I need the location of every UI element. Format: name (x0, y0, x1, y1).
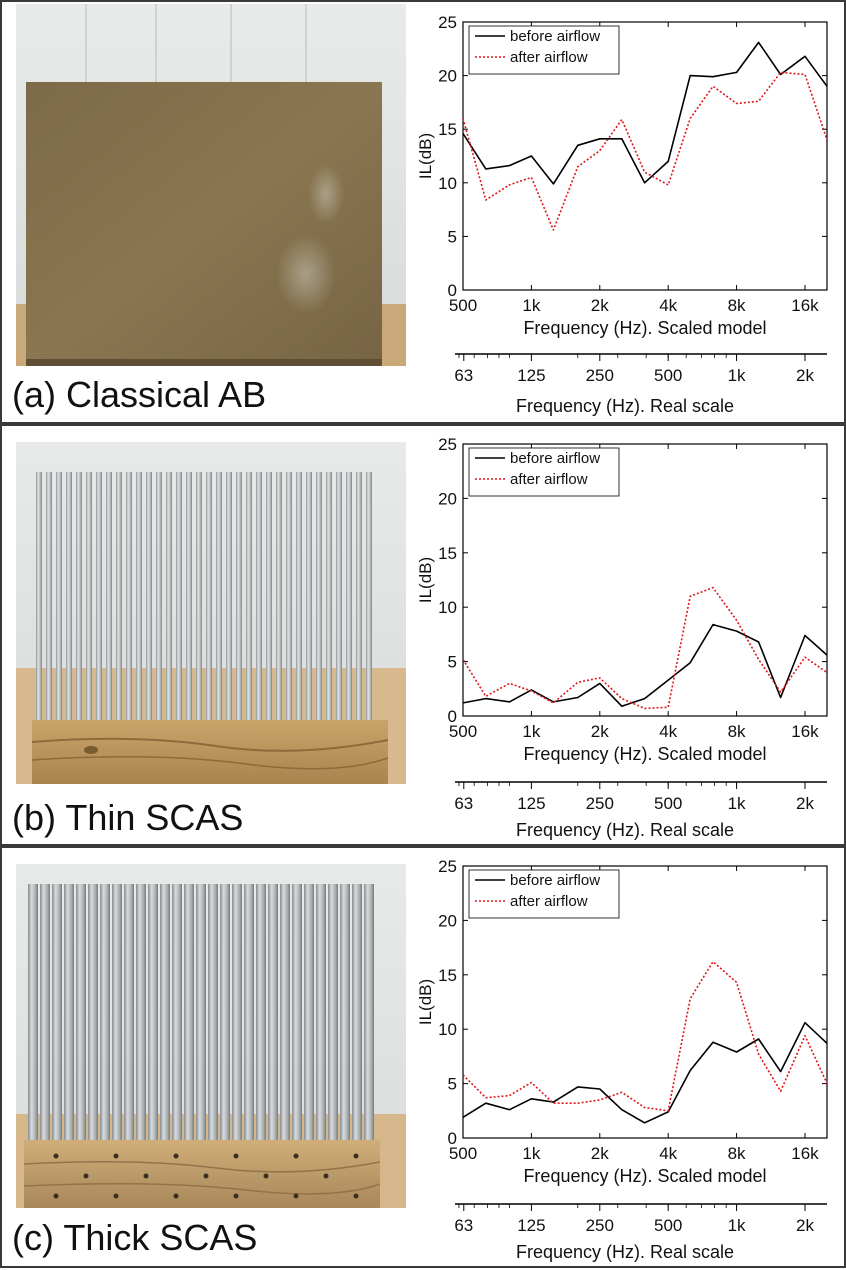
y-tick-label: 15 (438, 544, 457, 563)
legend-box (468, 869, 620, 919)
y-tick-label: 20 (438, 67, 457, 86)
y-axis-label: IL(dB) (416, 133, 435, 179)
secondary-tick-label: 63 (454, 794, 473, 813)
series-line-1 (462, 586, 828, 710)
legend-label-0: before airflow (510, 872, 600, 889)
secondary-tick-label: 250 (586, 794, 614, 813)
panel-c-caption: (c) Thick SCAS (12, 1217, 258, 1258)
series-line-0 (462, 623, 828, 708)
panel-c: (c) Thick SCAS 0 5 10 15 20 25 500 1k 2k 4k 8k 16k F… (0, 846, 846, 1268)
x-axis-label: Frequency (Hz). Scaled model (523, 1166, 766, 1186)
x-tick-label: 500 (449, 296, 477, 315)
series-line-0 (462, 41, 828, 185)
y-tick-label: 0 (448, 281, 457, 300)
y-tick-label: 15 (438, 120, 457, 139)
x-tick-label: 1k (522, 296, 540, 315)
secondary-tick-label: 2k (796, 794, 814, 813)
x-tick-label: 8k (728, 722, 746, 741)
x-axis-label: Frequency (Hz). Scaled model (523, 744, 766, 764)
secondary-tick-label: 125 (517, 794, 545, 813)
plot-frame (462, 443, 828, 717)
x-tick-label: 2k (591, 1144, 609, 1163)
secondary-tick-label: 125 (517, 1216, 545, 1235)
x-tick-label: 16k (791, 296, 819, 315)
thick-rod-row (28, 884, 374, 1146)
y-axis-label: IL(dB) (416, 557, 435, 603)
y-tick-label: 0 (448, 1129, 457, 1148)
thin-scas-photo (16, 442, 406, 784)
legend-box (468, 447, 620, 497)
secondary-tick-label: 1k (728, 794, 746, 813)
series-line-1 (462, 960, 828, 1112)
x-tick-label: 4k (659, 1144, 677, 1163)
x-tick-label: 1k (522, 1144, 540, 1163)
y-tick-label: 5 (448, 1075, 457, 1094)
panel-b: (b) Thin SCAS 0 5 10 15 20 25 500 1k 2k 4k 8k 16k Fr… (0, 424, 846, 846)
x-tick-label: 4k (659, 722, 677, 741)
legend-label-0: before airflow (510, 28, 600, 45)
secondary-axis-label: Frequency (Hz). Real scale (516, 820, 734, 840)
y-tick-label: 10 (438, 174, 457, 193)
series-line-0 (462, 1021, 828, 1124)
x-tick-label: 2k (591, 722, 609, 741)
secondary-tick-label: 2k (796, 366, 814, 385)
x-tick-label: 4k (659, 296, 677, 315)
series-line-1 (462, 71, 828, 231)
secondary-tick-label: 250 (586, 366, 614, 385)
secondary-tick-label: 500 (654, 366, 682, 385)
thin-rod-row (36, 472, 372, 728)
panel-b-caption: (b) Thin SCAS (12, 797, 244, 838)
secondary-tick-label: 1k (728, 1216, 746, 1235)
secondary-tick-label: 125 (517, 366, 545, 385)
y-tick-label: 5 (448, 227, 457, 246)
x-tick-label: 1k (522, 722, 540, 741)
y-tick-label: 20 (438, 911, 457, 930)
y-tick-label: 25 (438, 857, 457, 876)
secondary-tick-label: 500 (654, 794, 682, 813)
y-tick-label: 25 (438, 13, 457, 32)
secondary-tick-label: 1k (728, 366, 746, 385)
y-tick-label: 10 (438, 598, 457, 617)
x-axis-label: Frequency (Hz). Scaled model (523, 318, 766, 338)
legend-box (468, 25, 620, 75)
secondary-tick-label: 500 (654, 1216, 682, 1235)
x-tick-label: 8k (728, 296, 746, 315)
classical-ab-photo (16, 4, 406, 366)
chart-a: 0 5 10 15 20 25 500 1k 2k 4k 8k 16k Frequency (Hz). … (416, 13, 828, 416)
legend-label-1: after airflow (510, 471, 588, 488)
secondary-tick-label: 63 (454, 366, 473, 385)
chart-c: 0 5 10 15 20 25 500 1k 2k 4k 8k 16k Frequency (Hz). … (416, 857, 828, 1262)
y-tick-label: 15 (438, 966, 457, 985)
y-tick-label: 25 (438, 435, 457, 454)
legend-label-1: after airflow (510, 49, 588, 66)
x-tick-label: 8k (728, 1144, 746, 1163)
secondary-axis-label: Frequency (Hz). Real scale (516, 396, 734, 416)
y-tick-label: 10 (438, 1020, 457, 1039)
x-tick-label: 500 (449, 722, 477, 741)
legend-label-1: after airflow (510, 893, 588, 910)
thick-scas-photo (16, 864, 406, 1208)
secondary-tick-label: 250 (586, 1216, 614, 1235)
panel-a: (a) Classical AB 0 5 10 15 20 25 500 1k 2k 4k 8k 16… (0, 0, 846, 424)
secondary-axis-label: Frequency (Hz). Real scale (516, 1242, 734, 1262)
panel-a-caption: (a) Classical AB (12, 374, 267, 415)
legend-label-0: before airflow (510, 450, 600, 467)
x-tick-label: 2k (591, 296, 609, 315)
secondary-tick-label: 63 (454, 1216, 473, 1235)
chart-b: 0 5 10 15 20 25 500 1k 2k 4k 8k 16k Frequency (Hz). … (416, 435, 828, 840)
secondary-tick-label: 2k (796, 1216, 814, 1235)
plot-frame (462, 865, 828, 1139)
y-tick-label: 0 (448, 707, 457, 726)
plot-frame (462, 21, 828, 291)
y-tick-label: 5 (448, 653, 457, 672)
y-tick-label: 20 (438, 489, 457, 508)
x-tick-label: 16k (791, 722, 819, 741)
x-tick-label: 16k (791, 1144, 819, 1163)
y-axis-label: IL(dB) (416, 979, 435, 1025)
x-tick-label: 500 (449, 1144, 477, 1163)
